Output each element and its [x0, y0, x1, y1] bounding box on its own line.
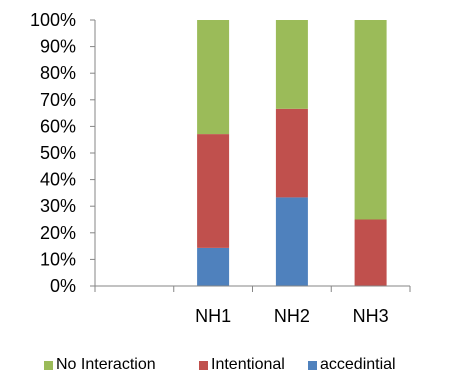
- bar-nh2-intentional: [275, 108, 308, 198]
- y-tick-label: 30%: [40, 196, 76, 216]
- legend-label: No Interaction: [56, 356, 156, 373]
- legend-label: Intentional: [211, 356, 285, 373]
- bar-nh3-intentional: [354, 219, 387, 286]
- y-tick-label: 70%: [40, 90, 76, 110]
- stacked-bar-chart: 0% 10% 20% 30% 40% 50% 60% 70% 80% 90% 100% NH1 NH2 N…: [30, 10, 411, 326]
- y-tick-label: 100%: [30, 10, 76, 30]
- y-tick-label: 90%: [40, 37, 76, 57]
- legend: No Interaction Intentional accedintial: [0, 356, 453, 378]
- y-tick-label: 80%: [40, 63, 76, 83]
- bar-nh1-intentional: [197, 134, 230, 248]
- y-tick-label: 10%: [40, 249, 76, 269]
- legend-label: accedintial: [320, 356, 396, 373]
- bar-nh2-accedintial: [275, 197, 308, 286]
- x-category-label: NH1: [195, 306, 231, 326]
- bar-nh1-accedintial: [197, 248, 230, 286]
- legend-swatch: [308, 360, 317, 370]
- y-tick-label: 50%: [40, 143, 76, 163]
- x-category-label: NH2: [274, 306, 310, 326]
- legend-item-no-interaction: No Interaction: [44, 356, 156, 374]
- y-tick-label: 40%: [40, 170, 76, 190]
- x-category-label: NH3: [353, 306, 389, 326]
- legend-swatch: [199, 360, 208, 370]
- bar-nh1-no-interaction: [197, 20, 230, 135]
- y-tick-label: 60%: [40, 116, 76, 136]
- axes-layer: 0% 10% 20% 30% 40% 50% 60% 70% 80% 90% 100% NH1 NH2 N…: [30, 10, 411, 326]
- legend-item-intentional: Intentional: [199, 356, 285, 374]
- legend-swatch: [44, 360, 53, 370]
- y-tick-label: 0%: [50, 276, 76, 296]
- bar-nh2-no-interaction: [275, 20, 308, 109]
- legend-item-accedintial: accedintial: [308, 356, 396, 374]
- y-tick-label: 20%: [40, 223, 76, 243]
- bar-nh3-no-interaction: [354, 20, 387, 220]
- bars-layer: [197, 20, 387, 286]
